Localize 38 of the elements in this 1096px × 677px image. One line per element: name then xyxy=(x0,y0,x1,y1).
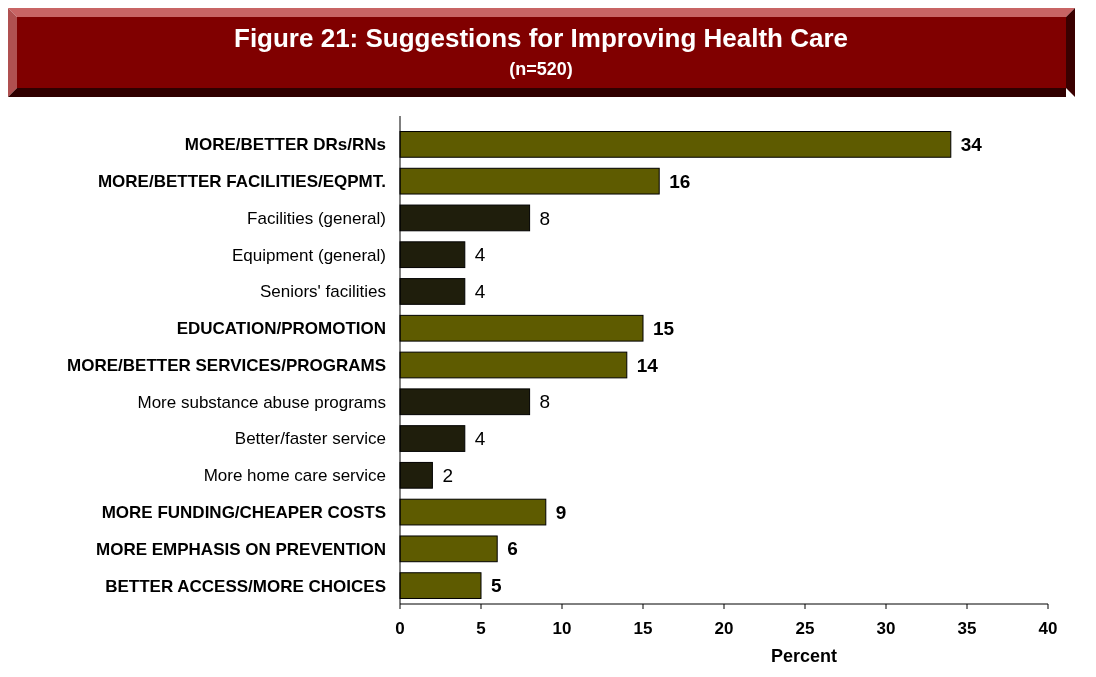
y-tick-label: More substance abuse programs xyxy=(137,392,386,412)
y-tick-label: EDUCATION/PROMOTION xyxy=(176,319,386,339)
x-tick-label: 25 xyxy=(795,619,815,638)
data-label: 4 xyxy=(474,428,486,450)
x-tick-label: 30 xyxy=(876,619,896,638)
chart-subtitle: (n=520) xyxy=(509,59,573,79)
x-tick-label: 15 xyxy=(633,619,653,638)
chart-title: Figure 21: Suggestions for Improving Health Care xyxy=(234,23,848,53)
data-label: 4 xyxy=(474,281,486,303)
data-label: 8 xyxy=(539,207,551,229)
data-label: 4 xyxy=(474,244,486,266)
data-label: 15 xyxy=(653,317,675,339)
data-label: 5 xyxy=(491,575,502,597)
x-tick-label: 10 xyxy=(552,619,572,638)
data-label: 2 xyxy=(442,464,453,486)
x-tick-label: 35 xyxy=(957,619,977,638)
y-tick-label: MORE/BETTER FACILITIES/EQPMT. xyxy=(97,172,386,192)
x-tick-label: 5 xyxy=(476,619,486,638)
y-tick-label: MORE FUNDING/CHEAPER COSTS xyxy=(101,503,386,523)
y-tick-label: Equipment (general) xyxy=(231,245,386,265)
y-tick-label: Facilities (general) xyxy=(247,208,386,228)
y-tick-label: MORE EMPHASIS ON PREVENTION xyxy=(96,539,386,559)
data-label: 16 xyxy=(669,170,691,192)
data-label: 14 xyxy=(636,354,659,376)
data-label: 8 xyxy=(539,391,551,413)
y-tick-label: Better/faster service xyxy=(234,429,386,449)
data-label: 9 xyxy=(555,501,567,523)
x-tick-label: 20 xyxy=(714,619,734,638)
y-tick-label: Seniors' facilities xyxy=(259,282,386,302)
y-tick-label: More home care service xyxy=(203,466,386,486)
data-label: 6 xyxy=(507,538,518,560)
x-tick-label: 0 xyxy=(395,619,405,638)
y-tick-label: MORE/BETTER DRs/RNs xyxy=(184,135,386,155)
y-tick-label: BETTER ACCESS/MORE CHOICES xyxy=(105,576,386,596)
x-tick-label: 40 xyxy=(1038,619,1058,638)
x-axis-title: Percent xyxy=(770,646,838,666)
y-tick-label: MORE/BETTER SERVICES/PROGRAMS xyxy=(67,355,386,375)
data-label: 34 xyxy=(960,134,983,156)
